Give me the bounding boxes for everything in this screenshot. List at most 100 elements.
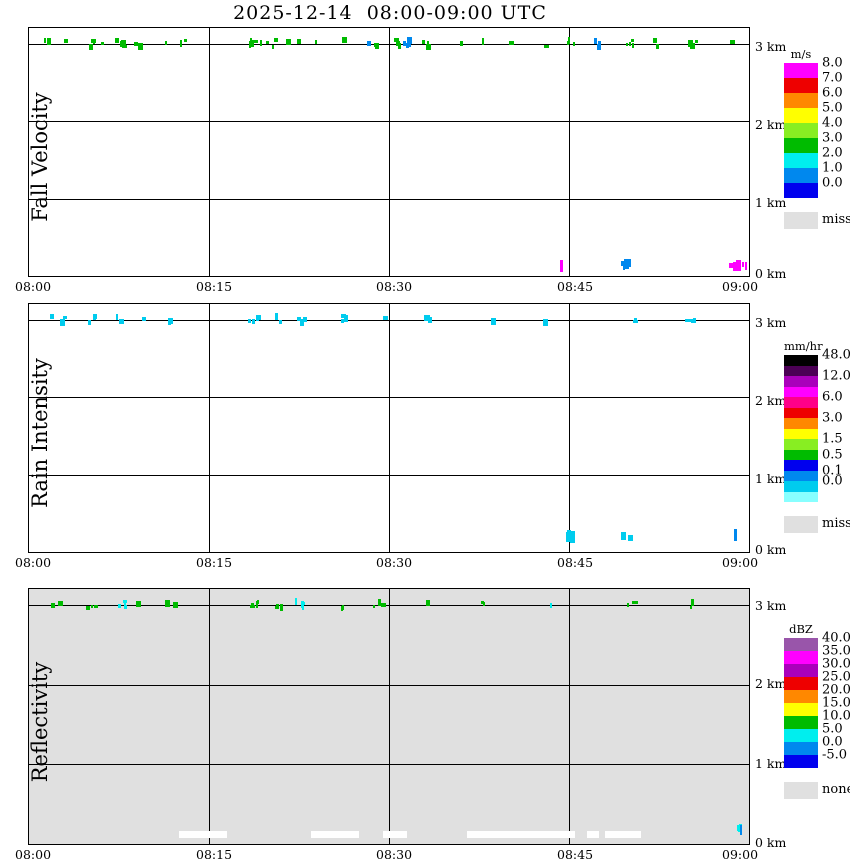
data-pixel bbox=[740, 825, 742, 835]
data-pixel bbox=[482, 38, 484, 45]
colorbar-band bbox=[784, 365, 818, 376]
data-pixel bbox=[295, 598, 297, 605]
data-pixel bbox=[597, 44, 601, 50]
data-pixel bbox=[460, 41, 463, 46]
data-pixel bbox=[626, 43, 628, 46]
data-pixel bbox=[121, 40, 126, 47]
data-pixel bbox=[50, 314, 54, 319]
data-pixel bbox=[550, 603, 552, 608]
colorbar-tick-label: 12.0 bbox=[822, 368, 850, 384]
data-pixel bbox=[509, 41, 514, 45]
colorbar-missing-label: miss bbox=[822, 516, 850, 531]
colorbar-tick-label: 7.0 bbox=[822, 70, 843, 86]
data-pixel bbox=[169, 318, 173, 324]
colorbar-band bbox=[784, 460, 818, 471]
colorbar-band bbox=[784, 63, 818, 78]
data-pixel bbox=[634, 318, 637, 323]
data-pixel bbox=[275, 313, 278, 320]
data-pixel bbox=[47, 40, 49, 45]
data-pixel bbox=[51, 603, 55, 608]
data-pixel bbox=[407, 37, 412, 44]
data-pixel bbox=[88, 320, 91, 325]
data-pixel bbox=[424, 315, 428, 321]
altitude-tick-0km-panel1: 0 km bbox=[755, 266, 787, 281]
data-pixel bbox=[406, 43, 411, 47]
colorbar-tick-label: 1.5 bbox=[822, 431, 843, 447]
colorbar-band bbox=[784, 742, 818, 755]
data-pixel bbox=[631, 39, 634, 42]
colorbar-tick-label: 0.0 bbox=[822, 734, 843, 750]
altitude-tick-1km-panel1: 1 km bbox=[755, 195, 787, 210]
plot-area-rain-intensity[interactable] bbox=[28, 303, 750, 553]
time-tick-0845-panel3: 08:45 bbox=[557, 847, 594, 862]
gridline-vertical bbox=[569, 28, 570, 276]
colorbar-band bbox=[784, 491, 818, 502]
data-pixel bbox=[256, 601, 258, 608]
data-pixel bbox=[173, 602, 178, 608]
data-pixel bbox=[426, 600, 430, 606]
data-pixel bbox=[745, 262, 747, 270]
time-tick-0800-panel3: 08:00 bbox=[15, 847, 52, 862]
colorbar-tick-label: 30.0 bbox=[822, 656, 850, 672]
data-pixel bbox=[168, 318, 171, 325]
data-pixel bbox=[367, 41, 371, 46]
data-pixel bbox=[686, 319, 691, 322]
data-pixel bbox=[656, 44, 659, 49]
data-pixel bbox=[184, 39, 187, 42]
plot-area-fall-velocity[interactable] bbox=[28, 27, 750, 277]
data-pixel bbox=[383, 316, 388, 320]
colorbar-tick-label: 40.0 bbox=[822, 630, 850, 646]
colorbar-tick-label: 0.0 bbox=[822, 175, 843, 191]
data-pixel bbox=[101, 42, 104, 45]
colorbar-tick-label: 4.0 bbox=[822, 115, 843, 131]
data-pixel bbox=[288, 41, 290, 45]
data-pixel bbox=[342, 605, 344, 610]
data-pixel bbox=[134, 42, 138, 46]
data-pixel bbox=[621, 532, 626, 540]
data-pixel bbox=[398, 43, 401, 49]
data-pixel bbox=[729, 263, 734, 268]
ylabel-rain-intensity: Rain Intensity bbox=[28, 358, 52, 508]
plot-area-reflectivity[interactable] bbox=[28, 588, 750, 845]
data-pixel bbox=[730, 40, 735, 44]
data-pixel bbox=[256, 315, 261, 320]
colorbar-band bbox=[784, 355, 818, 366]
gridline-vertical bbox=[209, 304, 210, 552]
data-pixel bbox=[260, 40, 262, 46]
data-pixel bbox=[94, 605, 98, 608]
time-tick-0900-panel3: 09:00 bbox=[722, 847, 759, 862]
data-pixel bbox=[44, 38, 46, 43]
colorbar-band bbox=[784, 638, 818, 651]
colorbar-band bbox=[784, 183, 818, 198]
data-pixel bbox=[250, 605, 255, 608]
time-tick-0900-panel1: 09:00 bbox=[722, 279, 759, 294]
altitude-tick-2km-panel3: 2 km bbox=[755, 676, 787, 691]
data-pixel bbox=[254, 40, 258, 43]
colorbar-missing-label: miss bbox=[822, 212, 850, 227]
data-pixel bbox=[567, 530, 571, 541]
data-pixel bbox=[634, 601, 638, 604]
altitude-tick-0km-panel3: 0 km bbox=[755, 835, 787, 850]
data-pixel bbox=[737, 260, 740, 266]
data-pixel-low-level bbox=[521, 831, 533, 838]
data-pixel-low-level bbox=[605, 831, 629, 838]
colorbar-band bbox=[784, 703, 818, 716]
colorbar-tick-label: 15.0 bbox=[822, 695, 850, 711]
data-pixel bbox=[118, 604, 121, 608]
colorbar-band bbox=[784, 677, 818, 690]
data-pixel bbox=[315, 40, 317, 44]
data-pixel bbox=[373, 605, 375, 608]
data-pixel-low-level bbox=[203, 831, 227, 838]
data-pixel bbox=[297, 39, 301, 44]
data-pixel bbox=[742, 262, 744, 267]
time-tick-0845-panel2: 08:45 bbox=[557, 555, 594, 570]
data-pixel bbox=[543, 319, 548, 326]
data-pixel bbox=[735, 262, 738, 269]
data-pixel bbox=[403, 41, 406, 46]
data-pixel bbox=[63, 316, 67, 319]
altitude-tick-3km-panel2: 3 km bbox=[755, 315, 787, 330]
gridline-vertical bbox=[389, 304, 390, 552]
gridline-vertical bbox=[389, 28, 390, 276]
data-pixel bbox=[250, 40, 254, 47]
